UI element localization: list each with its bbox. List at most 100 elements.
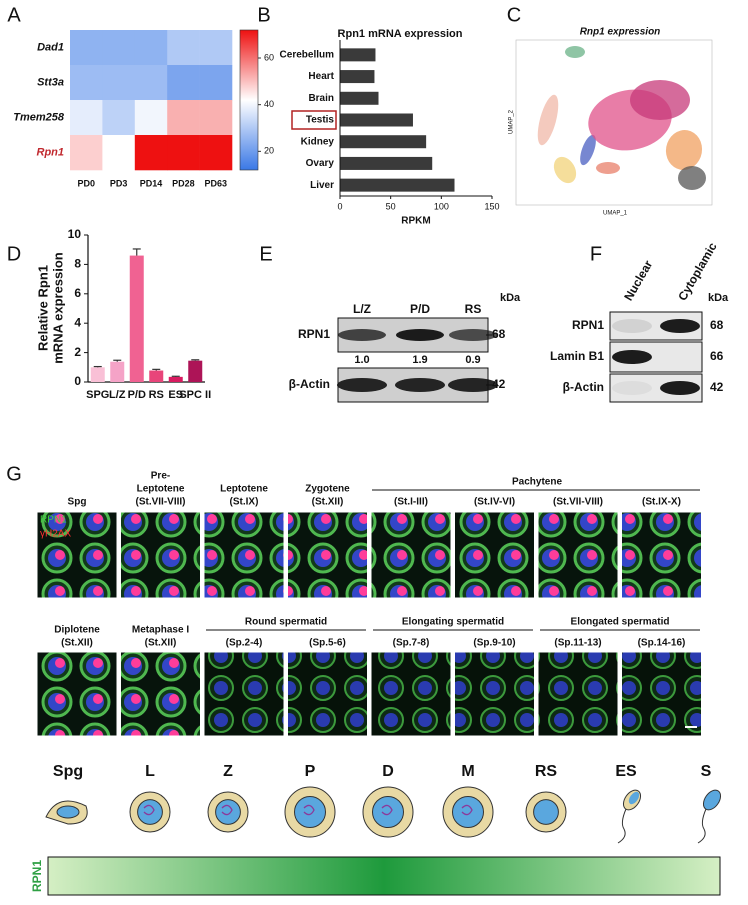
stage-label: (St.IX) bbox=[230, 497, 259, 508]
row-label: Stt3a bbox=[37, 76, 64, 88]
group-label: Round spermatid bbox=[245, 617, 327, 628]
bar bbox=[129, 255, 144, 382]
chromatin bbox=[461, 804, 473, 816]
protein-label: β-Actin bbox=[563, 380, 604, 394]
bar bbox=[168, 376, 183, 382]
size-label: 68 bbox=[492, 327, 506, 341]
x-tick-label: RS bbox=[149, 389, 164, 401]
stage-label: Leptotene bbox=[220, 484, 268, 495]
chromatin bbox=[381, 804, 393, 816]
size-label: 68 bbox=[710, 318, 724, 332]
sperm-head bbox=[702, 789, 722, 811]
stage-label: Spg bbox=[68, 497, 87, 508]
y-tick-label: 10 bbox=[68, 227, 82, 241]
y-tick-label: Brain bbox=[308, 93, 334, 104]
nucleus bbox=[137, 799, 163, 825]
row-label: Tmem258 bbox=[13, 111, 65, 123]
protein-label: Lamin B1 bbox=[550, 349, 604, 363]
column-label: PD63 bbox=[205, 178, 228, 188]
y-axis-label: Relative Rpn1 bbox=[35, 265, 50, 351]
blot-band bbox=[395, 378, 445, 392]
blot-band bbox=[612, 350, 652, 364]
blot-band bbox=[660, 381, 700, 395]
x-tick-label: SPC II bbox=[179, 389, 211, 401]
heat-cell bbox=[70, 100, 103, 136]
column-label: PD3 bbox=[110, 178, 128, 188]
panel-letter: F bbox=[590, 243, 602, 265]
y-axis-label: mRNA expression bbox=[50, 252, 65, 364]
stage-label: Metaphase I bbox=[132, 625, 189, 636]
highlight-box bbox=[291, 110, 337, 130]
group-label: Elongating spermatid bbox=[402, 617, 504, 628]
column-label: PD14 bbox=[140, 178, 163, 188]
bar bbox=[149, 370, 164, 382]
stage-label: Pre- bbox=[151, 471, 170, 482]
umap-x-label: UMAP_1 bbox=[603, 211, 628, 217]
nucleus bbox=[215, 799, 241, 825]
blot-band bbox=[448, 378, 498, 392]
stage-label: Diplotene bbox=[54, 625, 100, 636]
umap-cluster bbox=[678, 166, 706, 190]
panel-letter: D bbox=[7, 243, 21, 265]
umap-cluster bbox=[630, 80, 690, 120]
stage-label: (Sp.11-13) bbox=[554, 638, 601, 649]
bar-label: RPN1 bbox=[30, 860, 44, 892]
stage-label: (St.XII) bbox=[145, 638, 177, 649]
micrograph bbox=[287, 511, 368, 599]
nucleus bbox=[452, 796, 484, 828]
colorbar-tick-label: 60 bbox=[264, 52, 274, 62]
y-tick-label: 6 bbox=[74, 286, 81, 300]
unit-label: kDa bbox=[500, 292, 521, 304]
chart-title: Rpn1 mRNA expression bbox=[338, 28, 463, 40]
bar bbox=[340, 113, 413, 127]
expression-bar bbox=[47, 856, 721, 896]
blot-band bbox=[612, 319, 652, 333]
stain-label: γH2AX bbox=[40, 529, 71, 540]
panel-letter: B bbox=[257, 4, 270, 26]
stage-label: Leptotene bbox=[137, 484, 185, 495]
umap-cluster bbox=[665, 130, 703, 170]
x-tick-label: SPG bbox=[86, 389, 109, 401]
micrograph bbox=[537, 651, 619, 737]
sperm-tail bbox=[617, 808, 627, 844]
bar bbox=[340, 48, 376, 62]
lane-label: Nuclear bbox=[621, 258, 655, 303]
stage-label: RS bbox=[535, 763, 558, 780]
stage-label: D bbox=[382, 763, 394, 780]
micrograph bbox=[120, 651, 201, 737]
heat-cell bbox=[167, 30, 200, 66]
stain-label: RPN1 bbox=[40, 515, 67, 526]
heat-cell bbox=[167, 135, 200, 171]
sperm-tail bbox=[697, 808, 707, 844]
stage-label: (St.XII) bbox=[61, 638, 93, 649]
chromatin bbox=[303, 804, 315, 816]
panel-letter: C bbox=[507, 4, 521, 26]
y-tick-label: 2 bbox=[74, 345, 81, 359]
micrograph bbox=[203, 651, 285, 737]
panel-letter: G bbox=[6, 463, 22, 485]
blot-band bbox=[337, 378, 387, 392]
blot-band bbox=[396, 329, 444, 341]
heat-cell bbox=[167, 100, 200, 136]
x-tick-label: 150 bbox=[484, 201, 499, 211]
blot-band bbox=[449, 329, 497, 341]
heat-cell bbox=[199, 100, 233, 136]
heat-cell bbox=[199, 135, 233, 171]
stage-label: (Sp.5-6) bbox=[309, 638, 346, 649]
panel-letter: A bbox=[7, 4, 21, 26]
bar bbox=[340, 156, 433, 170]
stage-label: L bbox=[145, 763, 155, 780]
y-tick-label: Liver bbox=[310, 180, 334, 191]
size-label: 42 bbox=[710, 380, 724, 394]
stage-label: M bbox=[461, 763, 474, 780]
micrograph bbox=[120, 511, 201, 599]
row-label: Dad1 bbox=[37, 41, 64, 53]
heat-cell bbox=[70, 65, 103, 101]
heat-cell bbox=[134, 30, 168, 66]
blot-band bbox=[612, 381, 652, 395]
heat-cell bbox=[199, 65, 233, 101]
size-label: 66 bbox=[710, 349, 724, 363]
group-label: Pachytene bbox=[512, 477, 562, 488]
stage-label: (St.IX-X) bbox=[642, 497, 681, 508]
